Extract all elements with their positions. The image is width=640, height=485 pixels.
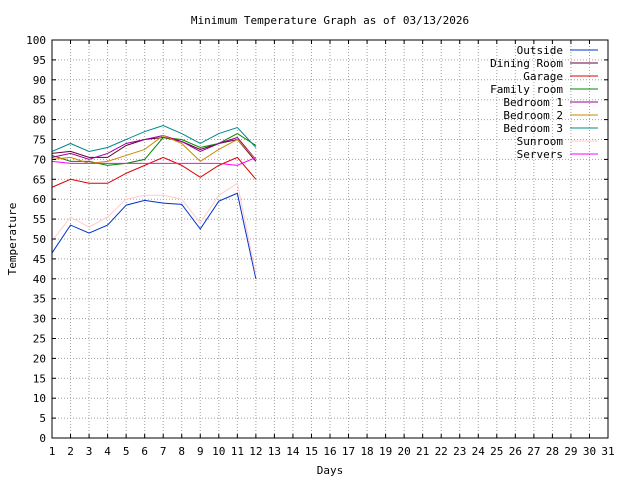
- series-line-servers: [51, 156, 257, 166]
- x-tick-label: 20: [398, 445, 411, 458]
- legend-label-dining-room: Dining Room: [490, 57, 563, 70]
- series-line-bedroom-2: [51, 134, 257, 164]
- y-tick-label: 10: [33, 392, 46, 405]
- x-tick-label: 15: [305, 445, 318, 458]
- x-tick-labels: 1 2 3 4 5 6 7 8 9 10 11 12 13 14 15 16 17 18 19 20 21 22 23 24 2…: [49, 445, 615, 458]
- legend-label-family-room: Family room: [490, 83, 563, 96]
- y-tick-label: 35: [33, 293, 46, 306]
- series-line-sunroom: [51, 182, 257, 275]
- y-tick-label: 90: [33, 74, 46, 87]
- y-tick-label: 65: [33, 173, 46, 186]
- x-tick-label: 22: [435, 445, 448, 458]
- x-tick-label: 8: [178, 445, 185, 458]
- y-tick-label: 45: [33, 253, 46, 266]
- x-tick-label: 30: [583, 445, 596, 458]
- x-tick-label: 18: [360, 445, 373, 458]
- series-line-bedroom-3: [51, 125, 257, 152]
- y-tick-label: 25: [33, 333, 46, 346]
- x-tick-label: 4: [104, 445, 111, 458]
- y-tick-label: 40: [33, 273, 46, 286]
- legend-label-bedroom-3: Bedroom 3: [503, 122, 563, 135]
- y-tick-label: 15: [33, 372, 46, 385]
- grid-lines: [52, 40, 608, 438]
- y-tick-label: 50: [33, 233, 46, 246]
- x-tick-label: 21: [416, 445, 429, 458]
- y-tick-label: 100: [26, 34, 46, 47]
- y-tick-label: 30: [33, 313, 46, 326]
- x-axis-label: Days: [317, 464, 344, 477]
- x-tick-label: 7: [160, 445, 167, 458]
- legend-label-bedroom-1: Bedroom 1: [503, 96, 563, 109]
- legend-label-servers: Servers: [517, 148, 563, 161]
- x-tick-label: 9: [197, 445, 204, 458]
- x-tick-label: 29: [564, 445, 577, 458]
- legend-label-sunroom: Sunroom: [517, 135, 564, 148]
- y-tick-label: 5: [39, 412, 46, 425]
- series-line-family-room: [51, 132, 257, 166]
- x-tick-label: 31: [601, 445, 614, 458]
- series-line-outside: [51, 192, 257, 279]
- x-tick-label: 27: [527, 445, 540, 458]
- x-tick-label: 24: [472, 445, 486, 458]
- x-tick-label: 10: [212, 445, 225, 458]
- y-tick-label: 85: [33, 94, 46, 107]
- y-tick-label: 60: [33, 193, 46, 206]
- y-tick-label: 75: [33, 134, 46, 147]
- x-tick-label: 1: [49, 445, 56, 458]
- x-tick-label: 19: [379, 445, 392, 458]
- x-tick-label: 3: [86, 445, 93, 458]
- series-lines: [51, 125, 257, 279]
- y-axis-label: Temperature: [6, 203, 19, 276]
- legend-label-garage: Garage: [523, 70, 563, 83]
- y-tick-label: 20: [33, 352, 46, 365]
- tick-marks: [51, 39, 609, 439]
- y-tick-label: 80: [33, 114, 46, 127]
- x-tick-label: 2: [67, 445, 74, 458]
- chart-title: Minimum Temperature Graph as of 03/13/20…: [191, 14, 469, 27]
- y-tick-labels: 0 5 10 15 20 25 30 35 40 45 50 55 60 65 70 75 80 85 90 95 10…: [26, 34, 46, 445]
- y-tick-label: 95: [33, 54, 46, 67]
- y-tick-label: 70: [33, 153, 46, 166]
- x-tick-label: 25: [490, 445, 503, 458]
- y-tick-label: 55: [33, 213, 46, 226]
- x-tick-label: 17: [342, 445, 355, 458]
- x-tick-label: 28: [546, 445, 559, 458]
- x-tick-label: 11: [231, 445, 244, 458]
- legend-label-bedroom-2: Bedroom 2: [503, 109, 563, 122]
- x-tick-label: 6: [141, 445, 148, 458]
- series-line-bedroom-1: [51, 135, 257, 160]
- legend-label-outside: Outside: [517, 44, 563, 57]
- x-tick-label: 16: [323, 445, 336, 458]
- x-tick-label: 13: [268, 445, 281, 458]
- x-tick-label: 14: [286, 445, 300, 458]
- x-tick-label: 5: [123, 445, 130, 458]
- x-tick-label: 26: [509, 445, 522, 458]
- x-tick-label: 23: [453, 445, 466, 458]
- y-tick-label: 0: [39, 432, 46, 445]
- x-tick-label: 12: [249, 445, 262, 458]
